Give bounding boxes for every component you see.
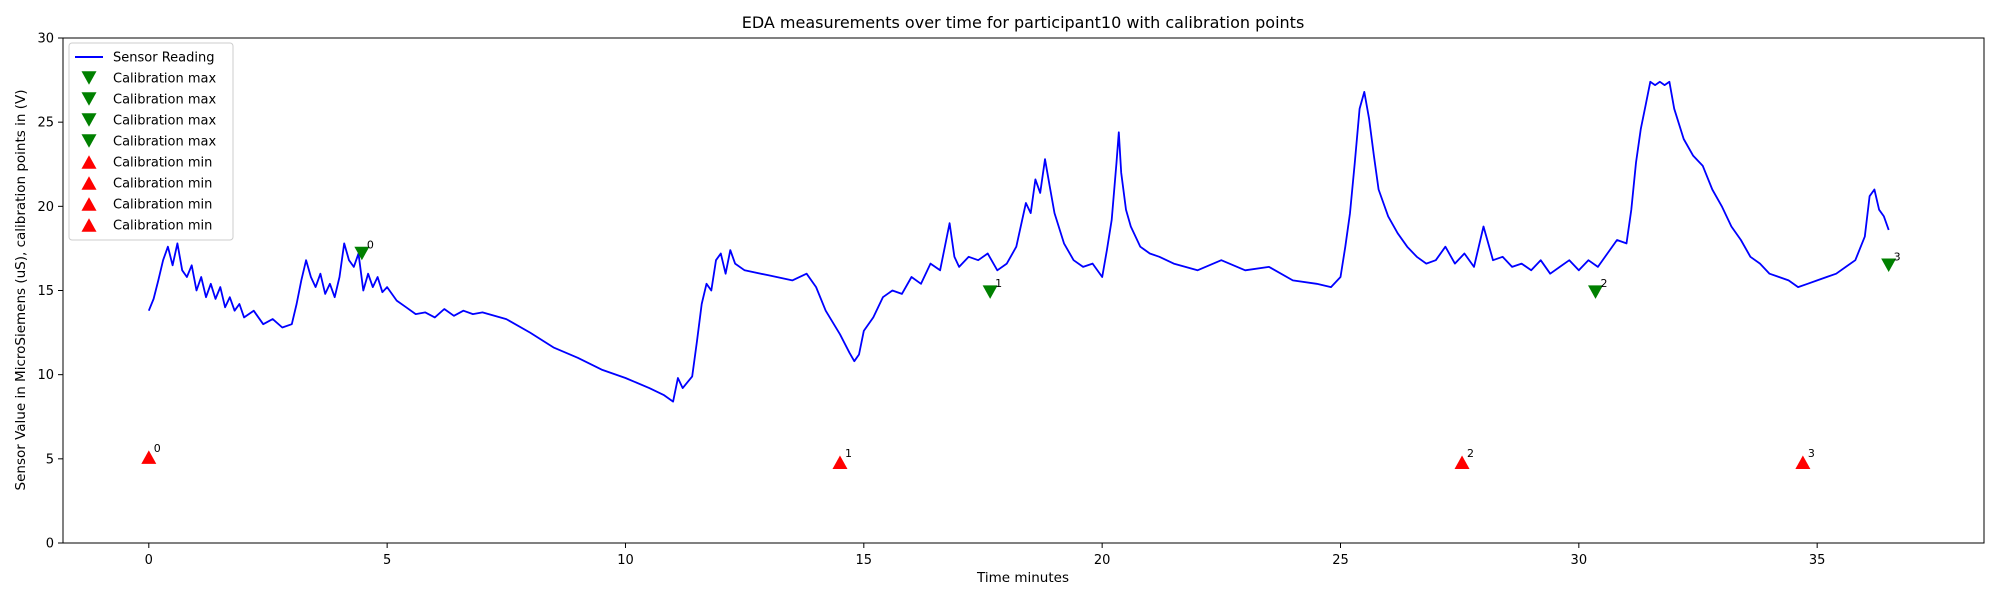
x-axis-label: Time minutes [976,570,1069,586]
calibration-max-marker [1881,258,1897,272]
calibration-point-label: 0 [367,238,374,251]
calibration-max-marker [354,246,370,261]
legend-entry-label: Sensor Reading [113,51,214,66]
x-tick-label: 20 [1094,553,1111,568]
y-tick-label: 15 [37,284,54,299]
calibration-min-marker [1795,455,1811,469]
legend-marker-swatch [81,113,97,127]
x-tick-label: 25 [1332,553,1349,568]
legend: Sensor Reading Calibration max Calibration… [68,42,234,241]
calibration-point-label: 3 [1894,250,1901,263]
x-tick-label: 0 [145,553,153,568]
x-tick-label: 35 [1809,553,1826,568]
legend-entry-label: Calibration min [113,156,212,171]
calibration-max-marker [1588,285,1604,299]
sensor-reading-line [147,80,1890,403]
x-tick-label: 15 [856,553,873,568]
legend-entry-label: Calibration max [113,93,216,108]
x-tick-label: 10 [617,553,634,568]
plot-frame [62,37,1985,544]
legend-entry-label: Calibration max [113,135,216,150]
y-tick-label: 0 [46,537,54,552]
y-axis-ticks: 0 5 10 15 20 25 30 [37,32,63,552]
calibration-point-label: 0 [154,442,161,455]
calibration-max-marker [982,285,998,299]
plot-area: 0 1 2 3 0 1 2 3 [141,80,1901,469]
legend-marker-swatch [81,176,97,190]
legend-entry-label: Calibration min [113,219,212,234]
chart-title: EDA measurements over time for participa… [742,13,1305,32]
calibration-min-marker [1454,455,1470,469]
calibration-point-label: 1 [845,447,852,460]
legend-marker-swatch [81,218,97,232]
legend-entry-label: Calibration min [113,198,212,213]
calibration-point-label: 3 [1808,447,1815,460]
calibration-min-marker [141,450,157,464]
x-axis-ticks: 0 5 10 15 20 25 30 35 [145,543,1826,568]
x-tick-label: 5 [383,553,391,568]
y-tick-label: 10 [37,368,54,383]
calibration-point-label: 2 [1467,447,1474,460]
calibration-point-label: 2 [1601,277,1608,290]
y-tick-label: 20 [37,200,54,215]
legend-marker-swatch [81,71,97,85]
legend-marker-swatch [81,155,97,169]
legend-box [68,42,234,241]
calibration-min-marker [832,455,848,469]
legend-marker-swatch [81,197,97,211]
legend-marker-swatch [81,134,97,148]
y-tick-label: 30 [37,32,54,47]
y-tick-label: 5 [46,452,54,467]
y-axis-label: Sensor Value in MicroSiemens (uS), calib… [13,90,29,491]
x-tick-label: 30 [1571,553,1588,568]
y-tick-label: 25 [37,116,54,131]
legend-entry-label: Calibration min [113,177,212,192]
legend-marker-swatch [81,92,97,106]
legend-entry-label: Calibration max [113,72,216,87]
calibration-point-label: 1 [995,277,1002,290]
legend-entry-label: Calibration max [113,114,216,129]
